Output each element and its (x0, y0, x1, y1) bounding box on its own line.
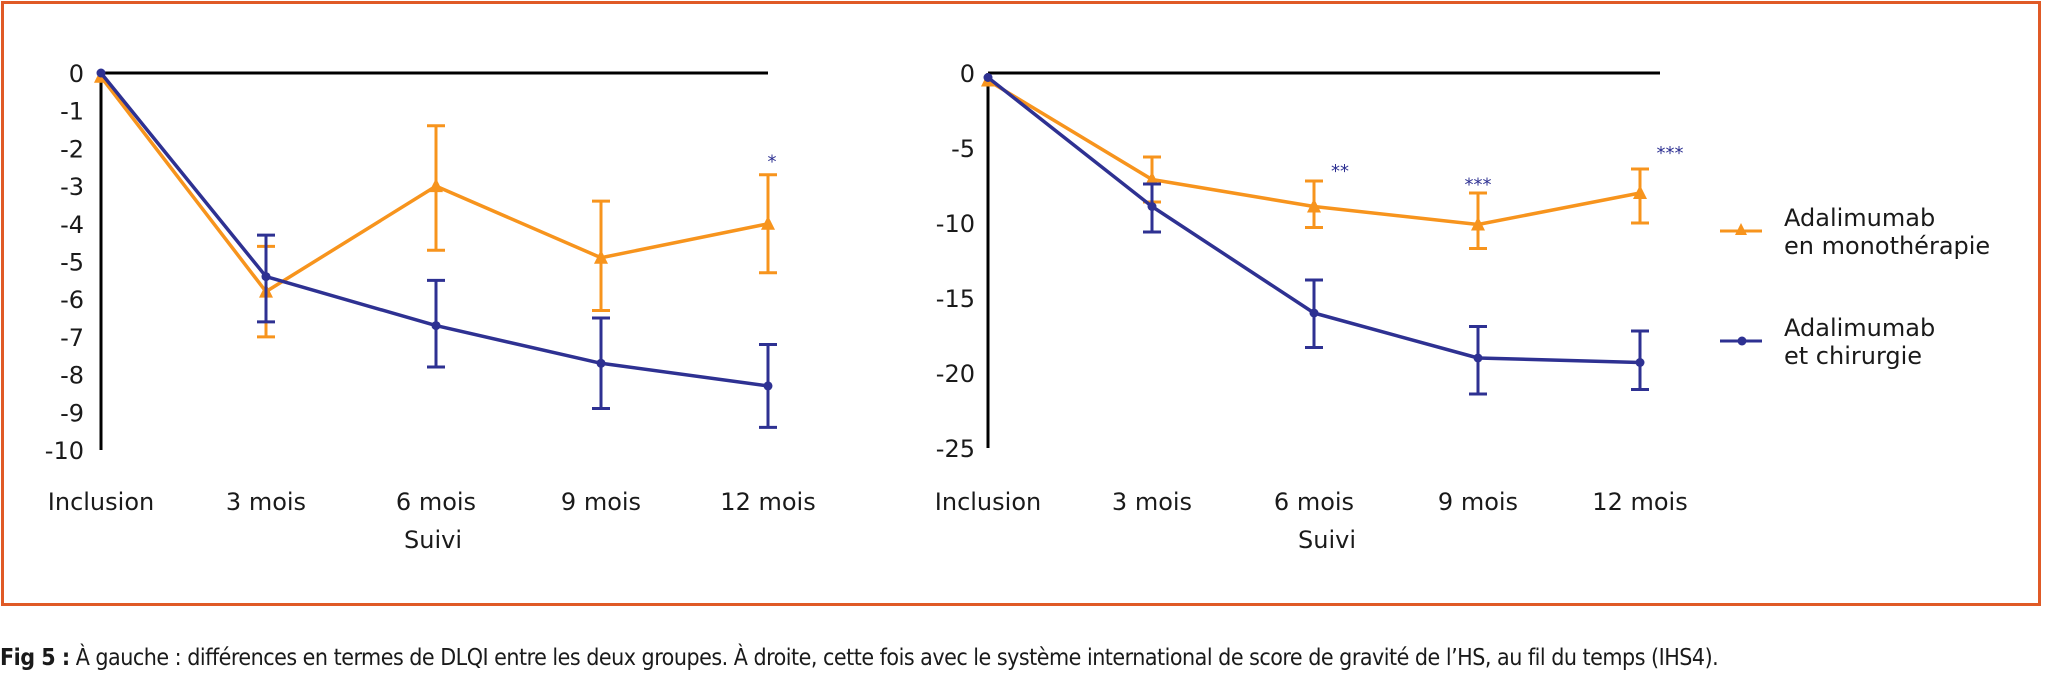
legend: Adalimumab en monothérapie Adalimumab et… (1720, 204, 1990, 370)
significance-marker: *** (1657, 143, 1684, 164)
data-point-monotherapie (1633, 185, 1647, 199)
triangle-marker-icon (1735, 223, 1747, 235)
x-tick-label: 6 mois (396, 488, 476, 516)
data-point-monotherapie (594, 249, 608, 264)
x-tick-label: 9 mois (561, 488, 641, 516)
y-tick-label: 0 (960, 60, 975, 88)
y-tick-label: -6 (60, 286, 84, 314)
x-axis-label: Suivi (404, 526, 462, 554)
figure-frame (1, 1, 2041, 606)
y-tick-label: -1 (60, 98, 84, 126)
y-tick-label: -7 (60, 324, 84, 352)
data-point-chirurgie (763, 381, 773, 391)
y-tick-label: -10 (936, 210, 975, 238)
legend-item-monotherapie[interactable]: Adalimumab en monothérapie (1720, 204, 1990, 260)
data-point-chirurgie (1309, 308, 1319, 318)
y-tick-label: -15 (936, 285, 975, 313)
y-tick-label: -9 (60, 399, 84, 427)
x-tick-label: 12 mois (720, 488, 815, 516)
charts-svg: Suivi 0 -1 -2 -3 -4 -5 -6 -7 -8 -9 -10 Inclusion 3 m… (45, 60, 1990, 554)
chart-ihs4: Suivi 0 -5 -10 -15 -20 -25 Inclusion 3 mois 6 mo… (935, 60, 1688, 554)
data-point-chirurgie (431, 321, 441, 331)
legend-label: Adalimumab (1784, 204, 1935, 232)
data-point-chirurgie (96, 68, 106, 78)
y-tick-label: 0 (69, 60, 84, 88)
data-point-monotherapie (1307, 198, 1321, 213)
x-tick-label: 9 mois (1438, 488, 1518, 516)
data-point-chirurgie (983, 73, 993, 82)
y-tick-label: -5 (60, 249, 84, 277)
x-axis-label: Suivi (1298, 526, 1356, 554)
x-tick-label: Inclusion (48, 488, 154, 516)
data-point-chirurgie (261, 272, 271, 282)
circle-marker-icon (1737, 336, 1747, 346)
data-point-chirurgie (596, 358, 606, 368)
legend-label: en monothérapie (1784, 232, 1990, 260)
figure-caption: Fig 5 : À gauche : différences en termes… (0, 645, 1719, 671)
y-tick-label: -5 (951, 135, 975, 163)
data-point-monotherapie (1145, 171, 1159, 186)
x-tick-label: 3 mois (1112, 488, 1192, 516)
legend-label: Adalimumab (1784, 314, 1935, 342)
significance-marker: ** (1331, 161, 1349, 182)
y-tick-label: -20 (936, 360, 975, 388)
caption-text: À gauche : différences en termes de DLQI… (69, 645, 1719, 671)
data-point-chirurgie (1635, 358, 1645, 367)
significance-marker: * (768, 152, 777, 173)
x-tick-label: 3 mois (226, 488, 306, 516)
x-tick-label: Inclusion (935, 488, 1041, 516)
data-point-monotherapie (429, 178, 443, 193)
y-tick-label: -4 (60, 211, 84, 239)
x-tick-label: 6 mois (1274, 488, 1354, 516)
x-tick-label: 12 mois (1592, 488, 1687, 516)
y-tick-label: -25 (936, 435, 975, 463)
data-point-chirurgie (1473, 353, 1483, 363)
data-point-chirurgie (1147, 202, 1157, 211)
legend-item-chirurgie[interactable]: Adalimumab et chirurgie (1720, 314, 1935, 370)
chart-dlqi: Suivi 0 -1 -2 -3 -4 -5 -6 -7 -8 -9 -10 Inclusion 3 m… (45, 60, 816, 554)
y-tick-label: -10 (45, 437, 84, 465)
data-point-monotherapie (1471, 216, 1485, 231)
y-tick-label: -8 (60, 362, 84, 390)
caption-label: Fig 5 : (0, 645, 70, 671)
legend-label: et chirurgie (1784, 342, 1922, 370)
y-tick-label: -2 (60, 135, 84, 163)
significance-marker: *** (1465, 175, 1492, 196)
y-tick-label: -3 (60, 173, 84, 201)
data-point-monotherapie (761, 215, 775, 230)
